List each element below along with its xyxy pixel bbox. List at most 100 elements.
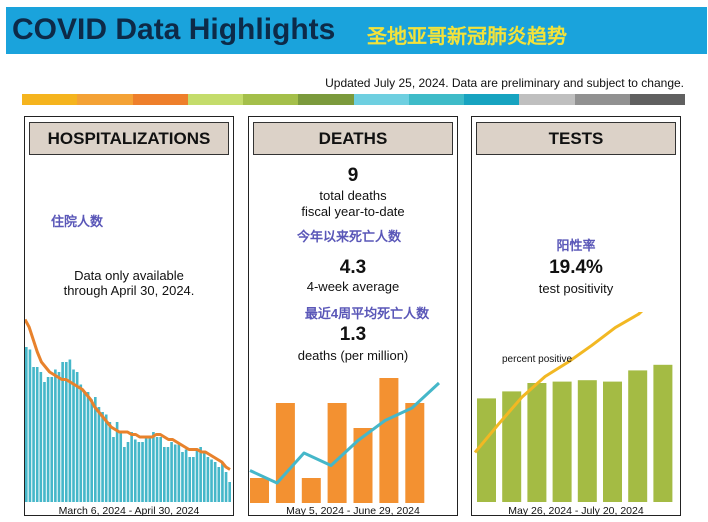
deaths-bar [379, 378, 399, 503]
hosp-bar [213, 462, 217, 502]
deaths-rate-label: deaths (per million) [297, 348, 409, 363]
color-strip-segment-1 [22, 94, 78, 105]
deaths-bar [250, 478, 269, 503]
tests-bar [527, 383, 547, 502]
hosp-bar [25, 347, 28, 502]
hosp-bar [101, 412, 104, 502]
hosp-bar [224, 472, 228, 502]
hosp-bar [61, 362, 64, 502]
tests-line-label: percent positive [502, 354, 572, 365]
hosp-bar [97, 407, 101, 502]
hosp-bar [39, 372, 43, 502]
hospitalizations-note-line2: through April 30, 2024. [63, 283, 195, 298]
deaths-title: DEATHS [253, 122, 453, 155]
hosp-bar [50, 377, 54, 502]
hospitalizations-note-line1: Data only available [74, 268, 184, 283]
hosp-bar [64, 362, 68, 502]
tests-positivity-value: 19.4% [549, 257, 603, 278]
hosp-bar [152, 432, 155, 502]
hosp-bar [195, 449, 199, 502]
hospitalizations-date-range: March 6, 2024 - April 30, 2024 [58, 505, 200, 516]
hosp-bar [79, 384, 83, 502]
deaths-bar [405, 403, 425, 503]
hosp-bar [32, 367, 35, 502]
hospitalizations-chart [25, 318, 231, 502]
tests-positivity-line [473, 312, 644, 454]
color-strip-segment-8 [408, 94, 464, 105]
hosp-bar [141, 442, 144, 502]
hosp-bar [115, 422, 119, 502]
deaths-bar [275, 403, 295, 503]
deaths-average-label-cn: 最近4周平均死亡人数 [304, 306, 430, 321]
hosp-bar [35, 367, 39, 502]
hosp-bar [199, 447, 202, 502]
hosp-bar [202, 452, 206, 502]
color-strip-segment-6 [298, 94, 354, 105]
hosp-bar [148, 437, 152, 502]
tests-panel: TESTS 阳性率 19.4% test positivity percent … [471, 116, 681, 516]
updated-note: Updated July 25, 2024. Data are prelimin… [325, 76, 684, 90]
hosp-bar [155, 437, 159, 502]
deaths-average-value: 4.3 [339, 257, 367, 278]
tests-bar [628, 370, 648, 502]
hosp-bar [130, 432, 133, 502]
hosp-bar [119, 432, 123, 502]
hosp-bar [192, 457, 195, 502]
deaths-average-line [249, 381, 441, 485]
deaths-bar [301, 478, 321, 503]
hosp-bar [28, 349, 32, 502]
hosp-bar [166, 447, 170, 502]
tests-date-range: May 26, 2024 - July 20, 2024 [508, 505, 644, 516]
deaths-total-sublabel: fiscal year-to-date [301, 204, 405, 219]
tests-label-cn: 阳性率 [556, 238, 596, 253]
hosp-bar [181, 452, 184, 502]
hospitalizations-panel: HOSPITALIZATIONS 住院人数 Data only availabl… [24, 116, 234, 516]
color-strip-segment-12 [629, 94, 685, 105]
hosp-bar [104, 414, 108, 502]
tests-positivity-label: test positivity [538, 281, 614, 296]
hosp-bar [170, 442, 173, 502]
hosp-bar [173, 444, 177, 502]
tests-bar [653, 364, 673, 502]
tests-title: TESTS [476, 122, 676, 155]
hosp-bar [126, 442, 130, 502]
deaths-total-value: 9 [347, 165, 359, 186]
hosp-bar [210, 459, 213, 502]
deaths-average-label: 4-week average [306, 279, 400, 294]
deaths-total-label-cn: 今年以来死亡人数 [296, 229, 401, 244]
hosp-bar [133, 439, 137, 502]
hosp-bar [68, 359, 72, 502]
tests-bar [477, 398, 496, 502]
hosp-bar [108, 422, 112, 502]
color-strip-segment-11 [574, 94, 630, 105]
tests-bar [502, 391, 522, 502]
hosp-bar [46, 377, 50, 502]
deaths-rate-value: 1.3 [339, 324, 367, 345]
color-strip-segment-7 [353, 94, 409, 105]
color-strip-segment-9 [464, 94, 520, 105]
hospitalizations-title: HOSPITALIZATIONS [29, 122, 229, 155]
hosp-bar [206, 457, 210, 502]
tests-bar [577, 380, 597, 502]
hosp-average-line [25, 318, 231, 471]
color-strip-segment-10 [519, 94, 575, 105]
page-title: COVID Data Highlights [12, 13, 336, 46]
hosp-bar [83, 392, 86, 502]
deaths-date-range: May 5, 2024 - June 29, 2024 [286, 505, 420, 516]
deaths-total-label: total deaths [319, 188, 387, 203]
hosp-bar [221, 462, 224, 502]
deaths-panel: DEATHS 9 total deaths fiscal year-to-dat… [248, 116, 458, 516]
tests-chart: percent positive [473, 312, 673, 502]
hosp-bar [177, 444, 181, 502]
hosp-bar [144, 437, 148, 502]
color-strip [22, 94, 685, 105]
tests-bar [603, 381, 622, 502]
hosp-bar [228, 482, 231, 502]
header-banner: COVID Data Highlights 圣地亚哥新冠肺炎趋势 [6, 7, 707, 54]
hosp-bar [137, 442, 141, 502]
deaths-bar [353, 428, 373, 503]
deaths-chart [249, 378, 441, 503]
color-strip-segment-2 [77, 94, 133, 105]
hosp-bar [43, 382, 46, 502]
hosp-bar [90, 399, 93, 502]
